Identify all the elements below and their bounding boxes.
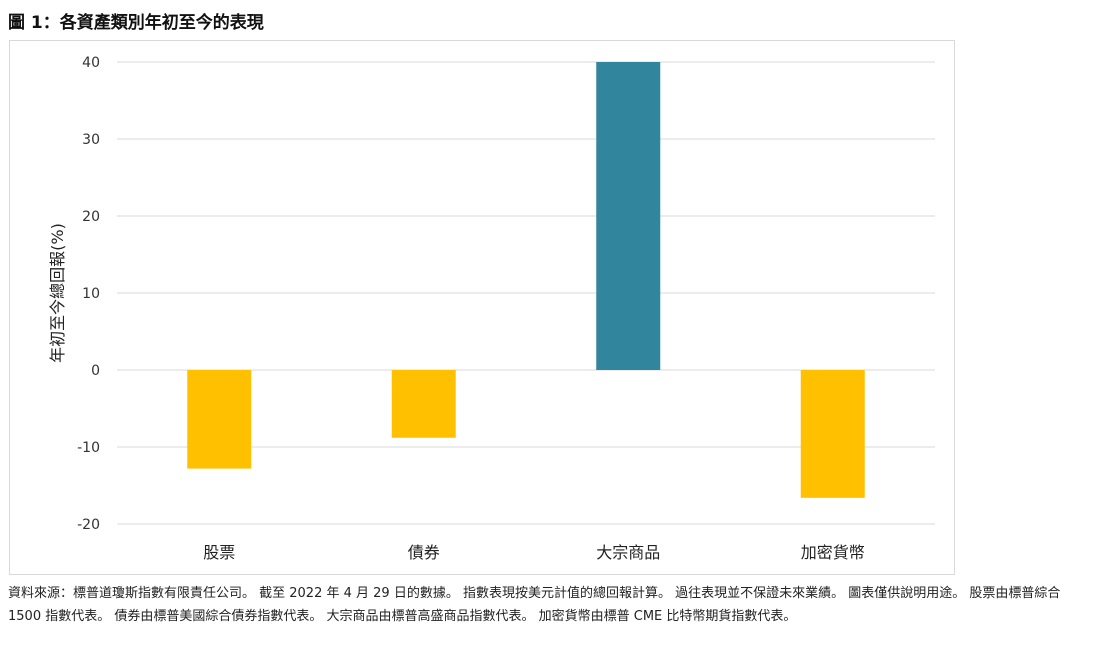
bar-0: [187, 370, 252, 469]
x-tick-label: 大宗商品: [596, 543, 660, 562]
bar-2: [596, 62, 661, 370]
y-tick-label: 40: [82, 55, 100, 71]
bar-1: [391, 370, 456, 438]
x-tick-label: 債券: [408, 543, 440, 562]
y-tick-label: 10: [82, 286, 100, 302]
y-tick-label: 0: [91, 363, 100, 379]
x-tick-label: 加密貨幣: [801, 543, 865, 562]
figure-title: 圖 1：各資產類別年初至今的表現: [8, 13, 264, 33]
y-axis-label: 年初至今總回報(%): [48, 223, 67, 363]
y-tick-label: -10: [77, 440, 100, 456]
y-tick-label: 30: [82, 132, 100, 148]
y-tick-label: 20: [82, 209, 100, 225]
y-tick-label: -20: [77, 517, 100, 533]
bars: [187, 62, 865, 498]
y-tick-labels: 40 30 20 10 0 -10 -20: [77, 55, 100, 533]
bar-3: [800, 370, 865, 498]
x-tick-label: 股票: [203, 543, 235, 562]
chart-frame: [9, 40, 955, 575]
x-tick-labels: 股票 債券 大宗商品 加密貨幣: [203, 543, 865, 562]
source-footnote: 資料來源：標普道瓊斯指數有限責任公司。 截至 2022 年 4 月 29 日的數…: [8, 586, 1061, 624]
gridlines: [117, 61, 935, 525]
